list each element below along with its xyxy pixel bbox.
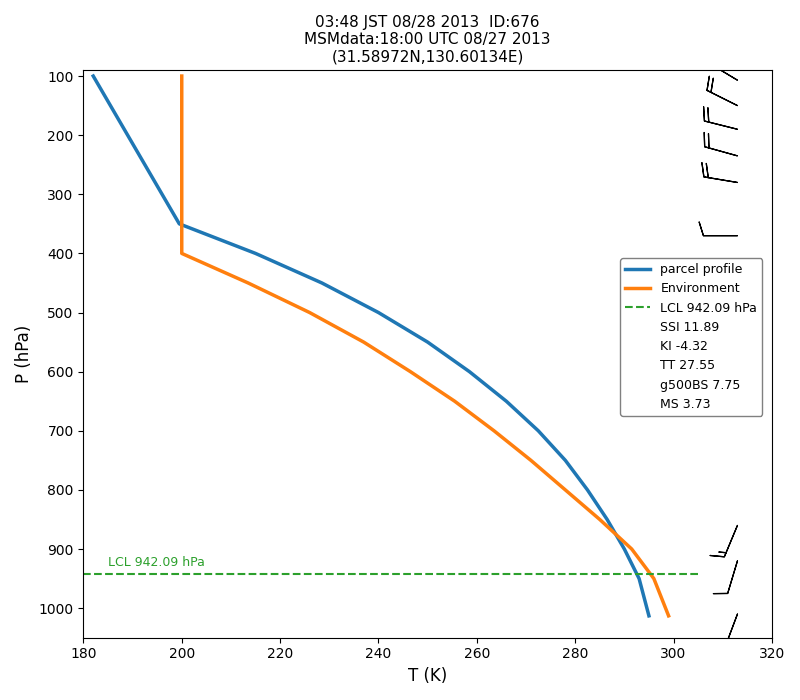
parcel profile <box>502 397 511 405</box>
Environment <box>177 72 186 80</box>
parcel profile <box>582 486 592 494</box>
parcel profile <box>619 545 629 553</box>
parcel profile <box>534 426 543 435</box>
Line: parcel profile: parcel profile <box>94 76 649 616</box>
Line: Environment: Environment <box>182 76 669 616</box>
Environment <box>490 426 499 435</box>
Environment <box>526 456 536 465</box>
Environment <box>664 612 674 620</box>
Environment <box>595 515 605 524</box>
parcel profile <box>317 279 326 287</box>
Environment <box>305 308 314 316</box>
Environment <box>359 338 369 346</box>
Legend: parcel profile, Environment, LCL 942.09 hPa, SSI 11.89, KI -4.32, TT 27.55, g500: parcel profile, Environment, LCL 942.09 … <box>620 258 762 416</box>
X-axis label: T (K): T (K) <box>408 667 447 685</box>
parcel profile <box>561 456 570 465</box>
parcel profile <box>174 220 184 228</box>
Environment <box>561 486 570 494</box>
Environment <box>243 279 253 287</box>
parcel profile <box>250 249 260 258</box>
Environment <box>627 545 637 553</box>
parcel profile <box>634 575 644 583</box>
parcel profile <box>374 308 383 316</box>
Environment <box>177 249 186 258</box>
Environment <box>450 397 459 405</box>
parcel profile <box>602 515 612 524</box>
Environment <box>406 368 415 376</box>
Title: 03:48 JST 08/28 2013  ID:676
MSMdata:18:00 UTC 08/27 2013
(31.58972N,130.60134E): 03:48 JST 08/28 2013 ID:676 MSMdata:18:0… <box>304 15 551 65</box>
parcel profile <box>89 72 98 80</box>
parcel profile <box>465 368 474 376</box>
Text: LCL 942.09 hPa: LCL 942.09 hPa <box>108 556 205 569</box>
parcel profile <box>423 338 433 346</box>
Environment <box>649 575 658 583</box>
parcel profile <box>644 612 654 620</box>
Y-axis label: P (hPa): P (hPa) <box>15 325 33 383</box>
